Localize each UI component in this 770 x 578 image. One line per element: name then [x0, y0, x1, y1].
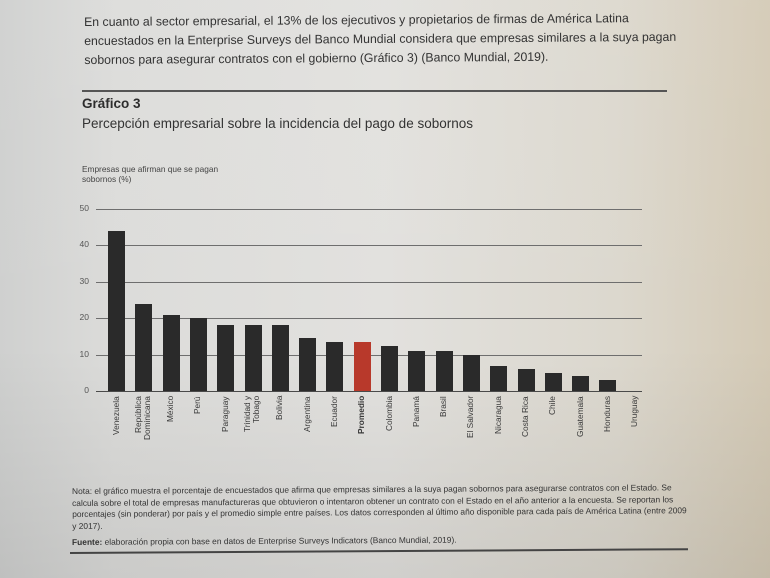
x-label: Guatemala — [574, 396, 585, 437]
bar-chile — [544, 372, 562, 391]
bar-guatemala — [572, 376, 590, 391]
x-label: Panamá — [410, 396, 421, 427]
bar-colombia — [381, 345, 398, 391]
gridline-50 — [96, 209, 642, 210]
x-label: Colombia — [383, 396, 394, 432]
chart-subtitle: Percepción empresarial sobre la incidenc… — [82, 116, 473, 131]
x-label: Venezuela — [110, 396, 121, 435]
y-tick-label: 10 — [79, 348, 89, 359]
source-label: Fuente: — [72, 536, 103, 547]
x-label: México — [165, 396, 176, 423]
y-tick-label: 20 — [79, 312, 89, 323]
x-label: República Dominicana — [132, 396, 152, 440]
x-label: Honduras — [601, 396, 612, 432]
x-label: Uruguay — [629, 396, 640, 428]
bar-bolivia — [271, 325, 289, 391]
gridline-40 — [96, 245, 642, 247]
gridline-20 — [96, 318, 642, 320]
chart-heading: Gráfico 3 — [82, 96, 141, 111]
x-label: Brasil — [438, 396, 449, 417]
bar-costa-rica — [517, 369, 535, 391]
bar-venezuela — [108, 230, 125, 391]
x-label: Promedio — [356, 396, 367, 435]
x-label: Bolivia — [274, 396, 285, 421]
gridline-0 — [96, 391, 642, 392]
x-label: Nicaragua — [492, 396, 503, 434]
bar-brasil — [435, 350, 453, 391]
bar-ecuador — [326, 341, 344, 391]
x-label: Costa Rica — [520, 396, 530, 437]
chart-notes: Nota: el gráfico muestra el porcentaje d… — [72, 482, 687, 531]
x-label: Argentina — [301, 396, 312, 432]
x-label: Paraguay — [219, 396, 230, 432]
bar-panamá — [408, 350, 426, 391]
x-label: El Salvador — [465, 396, 476, 439]
bar-méxico — [162, 314, 180, 391]
gridline-30 — [96, 281, 642, 283]
bar-república-dominicana — [135, 303, 153, 391]
y-tick-label: 30 — [79, 275, 89, 286]
bar-honduras — [599, 380, 617, 391]
bar-argentina — [299, 338, 317, 391]
y-tick-label: 0 — [84, 385, 89, 395]
bar-promedio — [353, 341, 371, 391]
x-label: Trinidad y Tobago — [242, 396, 261, 433]
bar-el-salvador — [462, 354, 480, 391]
bar-trinidad-y-tobago — [244, 325, 262, 391]
y-tick-label: 50 — [79, 203, 89, 213]
y-axis-title: Empresas que afirman que se pagan soborn… — [82, 164, 219, 184]
bar-perú — [189, 318, 207, 391]
bar-nicaragua — [490, 365, 508, 391]
bar-paraguay — [217, 325, 235, 391]
x-label: Perú — [192, 396, 203, 414]
x-label: Ecuador — [328, 396, 339, 427]
x-label: Chile — [547, 396, 558, 415]
y-tick-label: 40 — [79, 239, 89, 250]
top-divider — [82, 90, 667, 92]
